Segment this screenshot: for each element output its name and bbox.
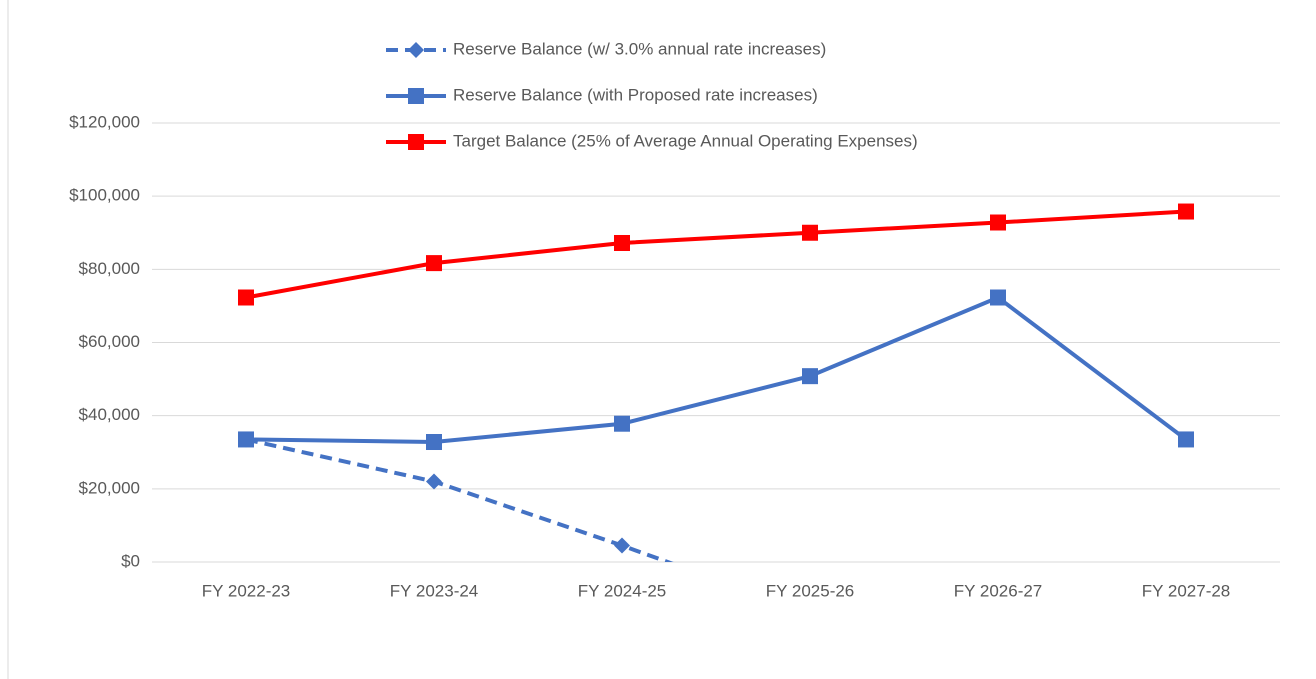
data-point [426,473,442,490]
y-tick-label: $100,000 [69,186,140,205]
y-tick-label: $120,000 [69,112,140,131]
x-tick-label: FY 2027-28 [1142,581,1231,600]
y-tick-label: $40,000 [79,405,140,424]
x-tick-label: FY 2023-24 [390,581,479,600]
legend-marker [408,88,424,104]
x-tick-label: FY 2024-25 [578,581,667,600]
data-point [614,415,630,432]
y-tick-label: $0 [121,551,140,570]
data-point [238,289,254,306]
data-point [238,431,254,448]
series-line [245,437,674,562]
data-point [1178,431,1194,448]
data-point [426,255,442,272]
data-point [802,368,818,385]
plot-area [238,203,1194,621]
y-tick-label: $60,000 [79,332,140,351]
x-tick-label: FY 2026-27 [954,581,1043,600]
data-point [1178,203,1194,220]
data-point [990,214,1006,231]
series-line [245,295,1188,445]
y-tick-label: $80,000 [79,259,140,278]
x-tick-label: FY 2022-23 [202,581,291,600]
x-tick-label: FY 2025-26 [766,581,855,600]
legend-marker [408,42,424,58]
data-point [802,605,818,621]
data-point [426,434,442,451]
legend-marker [408,134,424,150]
y-tick-label: $20,000 [79,478,140,497]
data-point [614,234,630,251]
data-point [802,224,818,241]
legend-label: Reserve Balance (with Proposed rate incr… [453,85,818,104]
data-point [990,289,1006,306]
data-point [614,537,630,554]
series-line [245,209,1187,300]
legend-label: Reserve Balance (w/ 3.0% annual rate inc… [453,39,826,58]
legend-label: Target Balance (25% of Average Annual Op… [453,131,918,150]
